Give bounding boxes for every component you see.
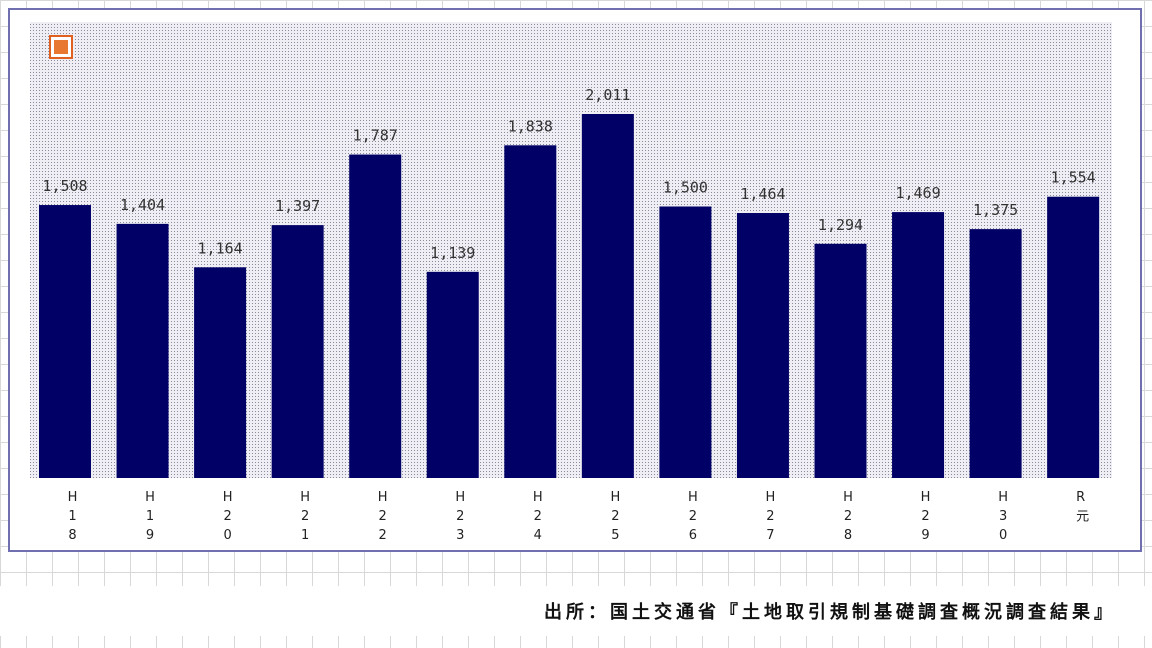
x-tick-label: H26: [685, 490, 701, 547]
value-label: 1,139: [430, 244, 475, 262]
x-tick-label: H30: [995, 490, 1011, 547]
x-tick-label: H18: [65, 490, 80, 547]
value-label: 1,500: [663, 178, 708, 196]
value-label: 2,011: [585, 86, 630, 104]
x-tick-label: H28: [840, 490, 856, 547]
bar: [581, 114, 634, 478]
value-label: 1,404: [120, 196, 165, 214]
bar: [194, 267, 247, 478]
value-label: 1,397: [275, 197, 320, 215]
x-tick-label: H27: [762, 490, 778, 547]
x-tick-label: H19: [142, 490, 158, 547]
bar: [969, 229, 1022, 478]
value-label: 1,375: [973, 201, 1018, 219]
plot-area: [30, 22, 1112, 478]
value-label: 1,469: [895, 184, 940, 202]
bar: [504, 145, 557, 478]
value-label: 1,787: [353, 127, 398, 145]
value-label: 1,508: [42, 177, 87, 195]
icon-inner: [54, 40, 68, 54]
source-note: 出所：国土交通省『土地取引規制基礎調査概況調査結果』: [538, 598, 1122, 626]
x-tick-label: H29: [918, 490, 934, 547]
bar: [116, 223, 169, 478]
bar: [271, 225, 324, 478]
bar: [349, 154, 402, 479]
chart: 1,508 1,404 1,164 1,397 1,787 1,139 1,838 2,011…: [30, 22, 1112, 479]
x-tick-label: H25: [607, 490, 623, 547]
x-tick-label: H23: [452, 490, 468, 547]
value-label: 1,294: [818, 216, 863, 234]
value-label: 1,164: [198, 239, 243, 257]
value-label: 1,838: [508, 117, 553, 135]
x-tick-label: H24: [530, 490, 546, 547]
value-label: 1,554: [1051, 169, 1096, 187]
x-tick-label: H21: [297, 490, 313, 547]
bar: [1047, 196, 1100, 478]
bar: [814, 243, 867, 478]
bar: [736, 213, 789, 478]
bar: [39, 205, 91, 478]
x-tick-label: H22: [375, 490, 391, 547]
x-tick-label: H20: [220, 490, 236, 547]
bar: [426, 271, 479, 478]
bar: [659, 206, 712, 478]
value-label: 1,464: [740, 185, 785, 203]
bar: [892, 212, 945, 478]
x-tick-label: R元: [1073, 490, 1089, 526]
